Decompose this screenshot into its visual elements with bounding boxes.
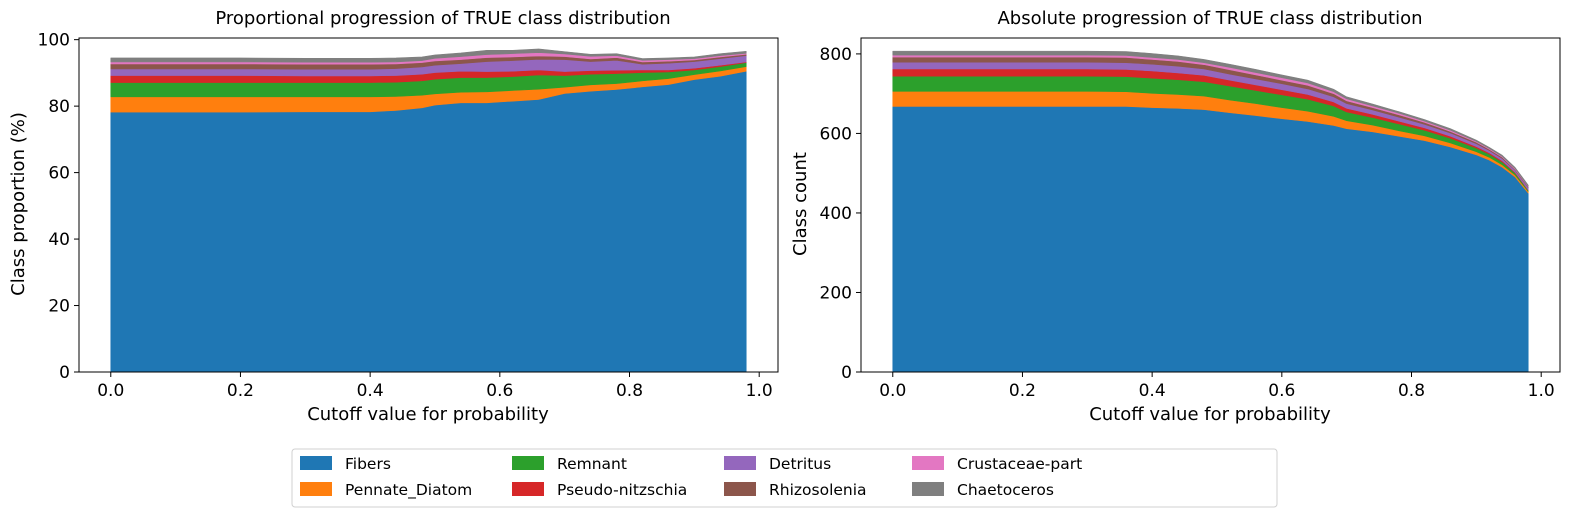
x-tick-label: 0.0 — [879, 381, 906, 401]
stacked-areas — [892, 50, 1529, 373]
legend-swatch — [724, 456, 756, 470]
y-axis-label: Class proportion (%) — [8, 112, 29, 296]
x-tick-label: 0.8 — [1398, 381, 1425, 401]
y-tick-label: 100 — [38, 31, 70, 51]
x-tick-label: 1.0 — [1528, 381, 1555, 401]
y-tick-label: 0 — [59, 363, 70, 383]
legend-label: Pennate_Diatom — [345, 481, 472, 500]
proportion-chart: Proportional progression of TRUE class d… — [8, 8, 779, 425]
y-tick-label: 600 — [820, 124, 852, 144]
legend-label: Rhizosolenia — [769, 481, 867, 499]
legend-entry-crustaceae-part: Crustaceae-part — [912, 455, 1082, 473]
legend-swatch — [724, 482, 756, 496]
y-tick-label: 400 — [820, 204, 852, 224]
x-tick-label: 0.6 — [486, 381, 513, 401]
x-tick-label: 0.2 — [1009, 381, 1036, 401]
area-fibers — [892, 106, 1529, 373]
plot-frame — [860, 37, 1561, 373]
y-axis-label: Class count — [790, 152, 811, 256]
x-axis-ticks: 0.0 0.2 0.4 0.6 0.8 1.0 — [879, 372, 1555, 401]
plot-frame — [78, 37, 779, 373]
y-axis-ticks: 0 20 40 60 80 100 — [38, 31, 79, 383]
legend-label: Pseudo-nitzschia — [557, 481, 687, 499]
legend-entry-pennate-diatom: Pennate_Diatom — [300, 481, 472, 500]
y-tick-label: 60 — [48, 164, 70, 184]
chart-title: Absolute progression of TRUE class distr… — [997, 8, 1422, 29]
legend-label: Fibers — [345, 455, 391, 473]
x-tick-label: 0.0 — [97, 381, 124, 401]
legend-swatch — [300, 482, 332, 496]
legend: Fibers Pennate_Diatom Remnant Pseudo-nitzsc… — [291, 448, 1278, 508]
x-axis-label: Cutoff value for probability — [307, 404, 549, 425]
area-chaetoceros — [110, 48, 747, 63]
y-tick-label: 0 — [841, 363, 852, 383]
x-tick-label: 0.4 — [1139, 381, 1166, 401]
legend-swatch — [512, 456, 544, 470]
legend-entry-fibers: Fibers — [300, 455, 391, 473]
x-tick-label: 1.0 — [746, 381, 773, 401]
legend-swatch — [912, 456, 944, 470]
chart-title: Proportional progression of TRUE class d… — [215, 8, 670, 29]
x-tick-label: 0.8 — [616, 381, 643, 401]
count-chart: Absolute progression of TRUE class distr… — [790, 8, 1561, 425]
x-axis-label: Cutoff value for probability — [1089, 404, 1331, 425]
y-tick-label: 800 — [820, 45, 852, 65]
legend-entry-remnant: Remnant — [512, 455, 627, 473]
legend-entry-rhizosolenia: Rhizosolenia — [724, 481, 867, 499]
y-tick-label: 20 — [48, 297, 70, 317]
area-fibers — [110, 70, 747, 373]
legend-entry-pseudo-nitzschia: Pseudo-nitzschia — [512, 481, 687, 499]
legend-swatch — [512, 482, 544, 496]
y-axis-ticks: 0 200 400 600 800 — [820, 45, 861, 383]
legend-label: Chaetoceros — [957, 481, 1054, 499]
legend-label: Detritus — [769, 455, 831, 473]
y-tick-label: 200 — [820, 283, 852, 303]
x-axis-ticks: 0.0 0.2 0.4 0.6 0.8 1.0 — [97, 372, 773, 401]
legend-entry-detritus: Detritus — [724, 455, 831, 473]
legend-swatch — [300, 456, 332, 470]
y-tick-label: 40 — [48, 230, 70, 250]
area-chaetoceros — [892, 50, 1529, 187]
legend-label: Crustaceae-part — [957, 455, 1082, 473]
legend-swatch — [912, 482, 944, 496]
legend-entry-chaetoceros: Chaetoceros — [912, 481, 1054, 499]
x-tick-label: 0.4 — [357, 381, 384, 401]
y-tick-label: 80 — [48, 97, 70, 117]
x-tick-label: 0.2 — [227, 381, 254, 401]
stacked-areas — [110, 48, 747, 373]
x-tick-label: 0.6 — [1268, 381, 1295, 401]
legend-label: Remnant — [557, 455, 627, 473]
